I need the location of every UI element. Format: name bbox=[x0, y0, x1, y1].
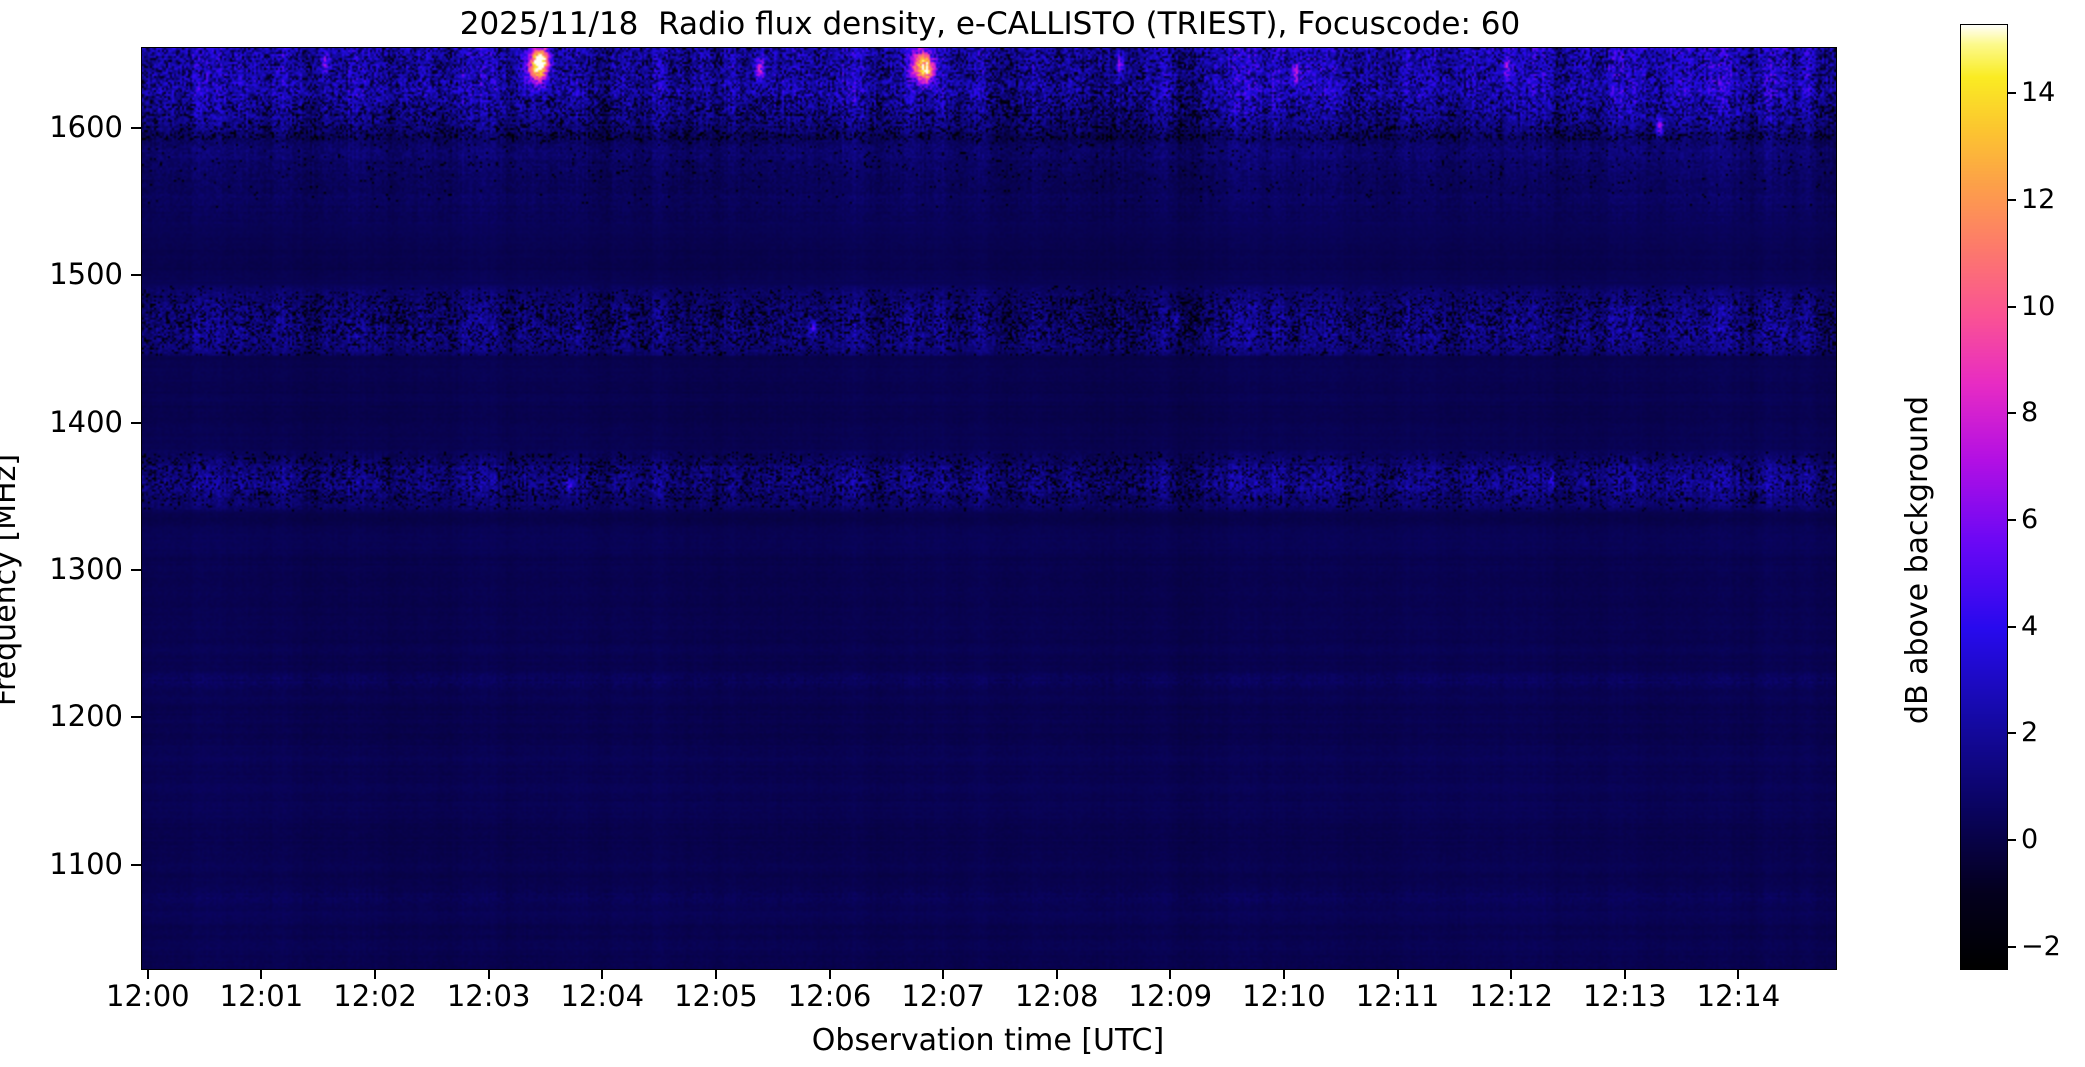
colorbar-tick-label: 12 bbox=[2021, 184, 2056, 215]
spectrogram-axes bbox=[141, 47, 1837, 970]
x-axis-label: Observation time [UTC] bbox=[811, 1023, 1165, 1058]
colorbar-tick-mark bbox=[2007, 92, 2016, 95]
x-axis-tick-mark bbox=[1623, 969, 1626, 979]
x-axis-tick-mark bbox=[1396, 969, 1399, 979]
x-axis-tick-label: 12:07 bbox=[901, 979, 985, 1013]
colorbar-tick-mark bbox=[2007, 519, 2016, 521]
y-axis-tick-mark bbox=[131, 274, 141, 277]
colorbar-tick-mark bbox=[2007, 199, 2016, 201]
x-axis-tick-label: 12:13 bbox=[1583, 979, 1667, 1013]
y-axis-tick-label: 1100 bbox=[49, 846, 123, 881]
colorbar-tick-mark bbox=[2007, 945, 2016, 948]
x-axis-tick-mark bbox=[1055, 969, 1058, 979]
x-axis-tick-label: 12:03 bbox=[446, 979, 531, 1013]
colorbar-tick-mark bbox=[2007, 839, 2016, 841]
y-axis-tick-label: 1400 bbox=[49, 404, 123, 439]
colorbar-tick-label: 14 bbox=[2021, 77, 2056, 109]
x-axis-tick-label: 12:02 bbox=[333, 979, 417, 1013]
y-axis-tick-label: 1600 bbox=[49, 110, 123, 145]
y-axis-tick-mark bbox=[131, 127, 141, 130]
colorbar-tick-mark bbox=[2007, 412, 2016, 415]
x-axis-tick-label: 12:05 bbox=[674, 979, 758, 1013]
x-axis-tick-label: 12:06 bbox=[787, 979, 872, 1013]
x-axis-tick-mark bbox=[601, 969, 604, 979]
colorbar-gradient bbox=[1961, 25, 2007, 969]
colorbar-tick-label: −2 bbox=[2021, 930, 2061, 962]
x-axis-tick-mark bbox=[1169, 969, 1172, 979]
colorbar-tick-label: 0 bbox=[2021, 824, 2039, 855]
x-axis-tick-mark bbox=[828, 969, 831, 979]
colorbar-tick-mark bbox=[2007, 625, 2016, 628]
x-axis-tick-label: 12:14 bbox=[1696, 979, 1781, 1013]
x-axis-tick-mark bbox=[260, 969, 263, 979]
x-axis-tick-label: 12:00 bbox=[106, 979, 190, 1013]
x-axis-tick-mark bbox=[714, 969, 717, 979]
y-axis-tick-label: 1500 bbox=[49, 257, 123, 292]
colorbar-tick-label: 10 bbox=[2021, 290, 2056, 322]
y-axis-tick-mark bbox=[131, 716, 141, 719]
x-axis-tick-mark bbox=[942, 969, 945, 979]
spectrogram-heatmap bbox=[142, 48, 1836, 969]
colorbar-tick-label: 2 bbox=[2021, 717, 2039, 749]
colorbar-tick-label: 4 bbox=[2021, 610, 2039, 642]
y-axis-tick-mark bbox=[131, 863, 141, 866]
x-axis-tick-mark bbox=[1510, 969, 1513, 979]
colorbar-label: dB above background bbox=[1900, 395, 1935, 725]
x-axis-tick-label: 12:12 bbox=[1469, 979, 1553, 1013]
colorbar bbox=[1960, 24, 2008, 970]
y-axis-tick-mark bbox=[131, 569, 141, 572]
y-axis-tick-label: 1200 bbox=[49, 699, 123, 734]
colorbar-tick-mark bbox=[2007, 305, 2016, 308]
x-axis-tick-label: 12:11 bbox=[1355, 979, 1440, 1013]
x-axis-tick-mark bbox=[1737, 969, 1740, 979]
x-axis-tick-label: 12:01 bbox=[219, 979, 304, 1013]
y-axis-tick-mark bbox=[131, 421, 141, 424]
x-axis-tick-mark bbox=[487, 969, 490, 979]
y-axis-tick-label: 1300 bbox=[49, 552, 123, 587]
x-axis-tick-mark bbox=[146, 969, 149, 979]
page-title: 2025/11/18 Radio flux density, e-CALLIST… bbox=[459, 6, 1521, 42]
colorbar-tick-label: 6 bbox=[2021, 504, 2039, 535]
x-axis-tick-mark bbox=[374, 969, 377, 979]
x-axis-tick-label: 12:09 bbox=[1128, 979, 1213, 1013]
colorbar-tick-mark bbox=[2007, 732, 2016, 735]
x-axis-tick-label: 12:08 bbox=[1014, 979, 1099, 1013]
colorbar-tick-label: 8 bbox=[2021, 397, 2039, 429]
x-axis-tick-label: 12:04 bbox=[560, 979, 645, 1013]
x-axis-tick-mark bbox=[1282, 969, 1285, 979]
x-axis-tick-label: 12:10 bbox=[1242, 979, 1326, 1013]
